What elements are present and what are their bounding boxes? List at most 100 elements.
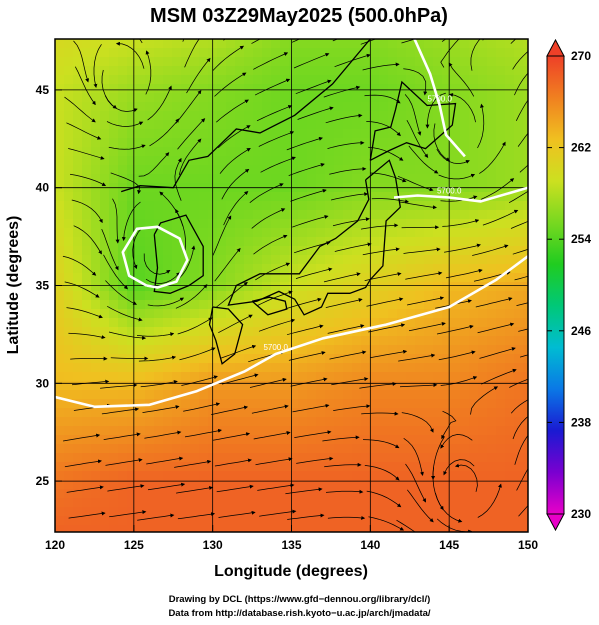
heat-cell [514, 138, 524, 148]
heat-cell [235, 75, 245, 85]
streamline [214, 458, 252, 467]
heat-cell [118, 462, 128, 472]
heat-cell [172, 453, 182, 463]
heat-cell [307, 309, 317, 319]
heat-cell [64, 327, 74, 337]
heat-cell [514, 129, 524, 139]
heat-cell [172, 372, 182, 382]
heat-cell [316, 498, 326, 508]
heat-cell [226, 228, 236, 238]
heat-cell [469, 237, 479, 247]
heat-cell [352, 507, 362, 517]
heat-cell [424, 156, 434, 166]
heat-cell [127, 453, 137, 463]
heat-cell [433, 138, 443, 148]
heat-cell [442, 264, 452, 274]
heat-cell [118, 273, 128, 283]
heat-cell [469, 381, 479, 391]
heat-cell [127, 372, 137, 382]
heat-cell [307, 255, 317, 265]
heat-cell [235, 480, 245, 490]
heat-cell [505, 516, 515, 526]
heat-cell [199, 147, 209, 157]
heat-cell [514, 273, 524, 283]
heat-cell [172, 498, 182, 508]
heat-cell [217, 156, 227, 166]
heat-cell [217, 237, 227, 247]
heat-cell [271, 165, 281, 175]
heat-cell [64, 399, 74, 409]
heat-cell [505, 246, 515, 256]
heat-cell [136, 345, 146, 355]
heat-cell [334, 372, 344, 382]
heat-cell [424, 498, 434, 508]
heat-cell [64, 39, 74, 49]
heat-cell [379, 300, 389, 310]
heat-cell [406, 444, 416, 454]
heat-cell [289, 453, 299, 463]
heat-cell [100, 399, 110, 409]
streamline [70, 356, 108, 361]
heat-cell [433, 120, 443, 130]
heat-cell [55, 318, 65, 328]
heat-cell [190, 66, 200, 76]
heat-cell [496, 291, 506, 301]
heat-cell [496, 444, 506, 454]
heat-cell [379, 39, 389, 49]
heat-cell [406, 75, 416, 85]
heat-cell [253, 120, 263, 130]
heat-cell [487, 102, 497, 112]
heat-cell [352, 57, 362, 67]
heat-cell [100, 336, 110, 346]
heat-cell [415, 453, 425, 463]
heat-cell [343, 372, 353, 382]
heat-cell [271, 363, 281, 373]
heat-cell [487, 156, 497, 166]
heat-cell [496, 39, 506, 49]
y-tick-label: 35 [36, 279, 50, 293]
heat-cell [451, 354, 461, 364]
heat-cell [100, 255, 110, 265]
heat-cell [397, 435, 407, 445]
heat-cell [433, 480, 443, 490]
heat-cell [226, 201, 236, 211]
heat-cell [469, 363, 479, 373]
heat-cell [172, 390, 182, 400]
heat-cell [460, 435, 470, 445]
heat-cell [460, 111, 470, 121]
heat-cell [505, 129, 515, 139]
heat-cell [424, 300, 434, 310]
heat-cell [334, 237, 344, 247]
heat-cell [163, 156, 173, 166]
heat-cell [145, 309, 155, 319]
heat-cell [496, 147, 506, 157]
heat-cell [352, 93, 362, 103]
heat-cell [280, 471, 290, 481]
heat-cell [91, 192, 101, 202]
heat-cell [406, 273, 416, 283]
heat-cell [307, 192, 317, 202]
heat-cell [64, 246, 74, 256]
heat-cell [73, 444, 83, 454]
heat-cell [280, 327, 290, 337]
heat-cell [154, 174, 164, 184]
heat-cell [109, 282, 119, 292]
heat-cell [334, 255, 344, 265]
heat-cell [280, 354, 290, 364]
heat-cell [460, 489, 470, 499]
heat-cell [307, 345, 317, 355]
heat-cell [361, 102, 371, 112]
heat-cell [406, 300, 416, 310]
streamline [143, 253, 171, 275]
heat-cell [127, 57, 137, 67]
heat-cell [388, 138, 398, 148]
gridlines [55, 39, 528, 532]
heat-cell [343, 336, 353, 346]
heat-cell [82, 516, 92, 526]
heat-cell [424, 237, 434, 247]
heat-cell [55, 66, 65, 76]
heat-cell [181, 48, 191, 58]
x-axis-label: Longitude (degrees) [214, 563, 368, 580]
heat-cell [82, 84, 92, 94]
heat-cell [64, 318, 74, 328]
